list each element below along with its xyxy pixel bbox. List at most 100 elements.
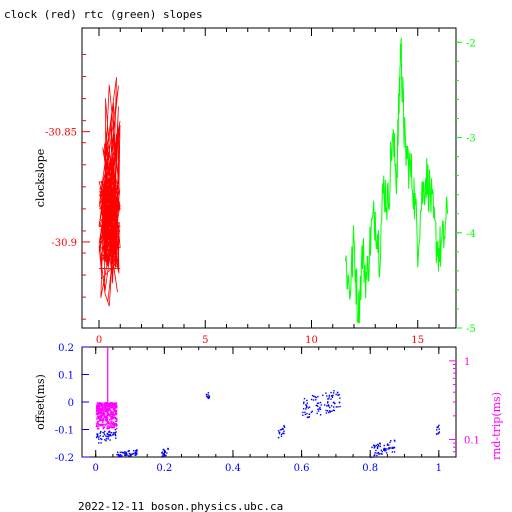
offset-point — [383, 444, 385, 447]
rndtrip-point — [109, 402, 111, 404]
rndtrip-point — [96, 409, 98, 412]
offset-point — [104, 439, 106, 441]
rndtrip-point — [111, 426, 113, 429]
offset-point — [121, 455, 123, 457]
offset-point — [330, 398, 332, 400]
offset-point — [316, 402, 319, 405]
offset-point — [377, 445, 379, 448]
offset-point — [165, 454, 167, 457]
rndtrip-point — [112, 408, 115, 411]
offset-point — [130, 454, 132, 457]
rndtrip-point — [106, 407, 108, 409]
rndtrip-point — [96, 416, 99, 418]
rndtrip-point — [97, 402, 99, 405]
offset-point — [282, 432, 285, 435]
rndtrip-point — [98, 416, 100, 418]
offset-point — [99, 435, 102, 437]
x-tick-label: 10 — [305, 335, 318, 346]
rndtrip-point — [95, 423, 98, 425]
rndtrip-point — [106, 426, 108, 428]
rndtrip-point — [111, 423, 113, 425]
y-axis-label: clockslope — [34, 149, 47, 207]
offset-point — [327, 404, 330, 406]
offset-point — [108, 435, 111, 437]
rndtrip-point — [111, 414, 114, 417]
rndtrip-point — [104, 415, 107, 418]
offset-point — [305, 406, 308, 409]
rndtrip-point — [115, 412, 117, 414]
rndtrip-point — [115, 402, 118, 404]
offset-point — [385, 449, 387, 452]
offset-point — [313, 395, 315, 398]
rndtrip-point — [97, 417, 99, 419]
rndtrip-point — [101, 415, 103, 417]
offset-point — [326, 405, 328, 407]
offset-point — [126, 453, 128, 455]
rndtrip-point — [96, 424, 98, 427]
y2-tick-label: -3 — [466, 134, 476, 145]
rndtrip-point — [103, 415, 106, 418]
offset-point — [108, 430, 111, 432]
offset-point — [327, 401, 329, 403]
offset-point — [98, 442, 100, 444]
offset-point — [161, 451, 164, 453]
rndtrip-point — [97, 407, 99, 410]
rndtrip-point — [107, 425, 109, 427]
chart-title: clock (red) rtc (green) slopes — [4, 8, 203, 21]
offset-ticks: 0 0.2 0.4 0.6 0.8 1 0.2 0.1 0 -0.1 -0.2 1 0.1 — [55, 343, 480, 474]
y-tick-label: -0.1 — [55, 426, 74, 437]
rndtrip-point — [112, 421, 115, 424]
rndtrip-point — [106, 405, 109, 408]
y-tick-label: 0.1 — [58, 371, 74, 382]
offset-point — [207, 396, 209, 398]
rndtrip-point — [102, 413, 105, 416]
offset-point — [99, 432, 101, 434]
offset-point — [207, 392, 210, 394]
offset-point — [277, 430, 280, 432]
offset-point — [206, 396, 208, 398]
rndtrip-point — [100, 424, 102, 427]
offset-point — [317, 410, 320, 412]
offset-point — [283, 430, 285, 432]
offset-point — [311, 410, 314, 413]
offset-point — [435, 433, 438, 435]
rndtrip-point — [101, 404, 103, 406]
rndtrip-point — [108, 419, 111, 421]
offset-point — [302, 414, 304, 417]
offset-point — [121, 451, 123, 453]
offset-point — [390, 440, 392, 442]
rndtrip-point — [106, 421, 109, 424]
offset-point — [135, 453, 137, 455]
x-tick-label: 5 — [202, 335, 208, 346]
offset-point — [164, 451, 166, 454]
rndtrip-point — [97, 423, 99, 425]
rndtrip-point — [106, 414, 109, 416]
rndtrip-point — [110, 406, 112, 408]
rndtrip-point — [99, 419, 101, 421]
offset-point — [280, 435, 283, 437]
offset-point — [124, 453, 127, 455]
rndtrip-point — [106, 427, 109, 430]
rndtrip-point — [99, 411, 101, 413]
offset-point — [322, 394, 324, 396]
offset-point — [107, 438, 109, 440]
offset-point — [436, 426, 438, 429]
offset-point — [331, 410, 333, 412]
y2-tick-label: -2 — [466, 38, 476, 49]
rndtrip-point — [102, 418, 105, 420]
rndtrip-point — [111, 406, 114, 409]
rndtrip-point — [109, 425, 111, 428]
offset-point — [100, 431, 102, 433]
offset-point — [337, 394, 339, 396]
rndtrip-point — [101, 412, 104, 414]
offset-point — [123, 452, 126, 454]
rtc-line — [345, 37, 448, 324]
slopes-ticks: 0 5 10 15 -30.85 -30.9 -2 -3 -4 -5 — [45, 28, 476, 346]
rndtrip-point — [105, 415, 108, 417]
rndtrip-point — [103, 409, 105, 412]
rndtrip-point — [114, 423, 116, 426]
rndtrip-point — [96, 405, 98, 408]
offset-point — [302, 402, 305, 405]
offset-point — [109, 439, 111, 441]
offset-point — [112, 433, 115, 436]
